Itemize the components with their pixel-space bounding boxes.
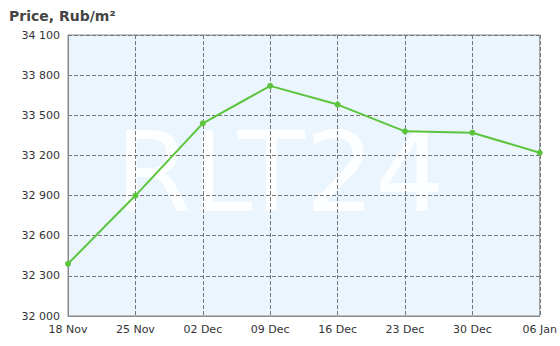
svg-text:09 Dec: 09 Dec xyxy=(251,323,290,336)
svg-text:33 200: 33 200 xyxy=(22,149,61,162)
svg-text:02 Dec: 02 Dec xyxy=(183,323,222,336)
svg-text:16 Dec: 16 Dec xyxy=(318,323,357,336)
svg-text:32 300: 32 300 xyxy=(22,269,61,282)
svg-text:33 800: 33 800 xyxy=(22,69,61,82)
svg-text:23 Dec: 23 Dec xyxy=(386,323,425,336)
svg-text:06 Jan: 06 Jan xyxy=(523,323,557,336)
svg-text:32 900: 32 900 xyxy=(22,189,61,202)
svg-text:30 Dec: 30 Dec xyxy=(453,323,492,336)
svg-text:33 500: 33 500 xyxy=(22,109,61,122)
svg-text:RLT24: RLT24 xyxy=(115,109,445,237)
svg-text:32 600: 32 600 xyxy=(22,229,61,242)
svg-text:Price, Rub/m²: Price, Rub/m² xyxy=(9,8,116,24)
svg-text:18 Nov: 18 Nov xyxy=(49,323,88,336)
svg-text:34 100: 34 100 xyxy=(22,29,61,42)
svg-text:32 000: 32 000 xyxy=(22,310,61,323)
svg-text:25 Nov: 25 Nov xyxy=(116,323,155,336)
